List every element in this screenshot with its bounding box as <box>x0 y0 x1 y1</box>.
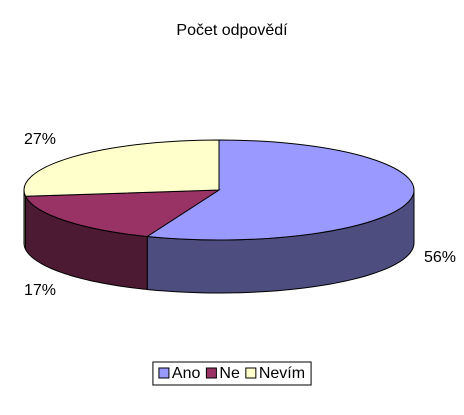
legend-label: Ne <box>219 365 240 382</box>
legend-label: Ano <box>172 365 201 382</box>
legend-label: Nevím <box>259 365 305 382</box>
pie-slice <box>23 139 220 197</box>
data-label: 17% <box>24 282 56 299</box>
legend-box <box>152 361 312 386</box>
pie-side <box>23 189 27 250</box>
legend-swatch <box>245 367 257 379</box>
chart-title: Počet odpovědí <box>176 22 288 39</box>
legend-swatch <box>205 367 217 379</box>
pie-slice <box>145 139 415 241</box>
pie <box>23 139 415 294</box>
data-label: 56% <box>424 249 456 266</box>
legend-swatch <box>158 367 170 379</box>
legend: Ano Ne Nevím <box>152 361 312 386</box>
data-label: 27% <box>24 131 56 148</box>
pie-slice <box>24 189 221 238</box>
